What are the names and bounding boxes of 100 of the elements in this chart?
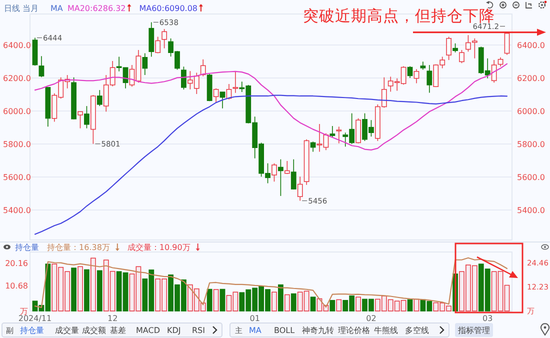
bar <box>278 284 284 312</box>
candlestick <box>232 71 238 94</box>
bar <box>290 293 296 312</box>
candlestick <box>38 56 44 78</box>
text: KDJ <box>167 326 181 335</box>
bar <box>297 292 303 312</box>
line-series <box>34 63 508 150</box>
candlestick <box>78 111 83 129</box>
candlestick <box>491 60 497 84</box>
candlestick <box>220 92 226 109</box>
bar <box>433 302 439 312</box>
candlestick <box>452 42 458 53</box>
candlestick <box>84 106 90 129</box>
x-tick-label: 2024/11 <box>18 314 52 323</box>
text: 理论价格 <box>338 326 370 335</box>
legend-title: 持仓量 <box>15 242 39 252</box>
text: MACD <box>136 326 160 335</box>
y2-tick-label: 6000.0 <box>517 106 545 116</box>
y-tick-label: 5800.0 <box>3 140 31 149</box>
bar <box>52 264 58 312</box>
y-tick-label: 6400.0 <box>3 40 31 50</box>
bar <box>58 266 64 312</box>
bar <box>304 290 310 312</box>
text: MA <box>249 326 262 335</box>
bar <box>71 268 76 312</box>
candlestick <box>290 158 296 190</box>
bar <box>206 288 212 312</box>
bar <box>381 295 387 312</box>
bar <box>272 292 277 312</box>
bar <box>330 300 336 312</box>
candlestick <box>272 162 277 182</box>
x-tick-label: 02 <box>366 314 376 323</box>
text: 持仓量 <box>20 326 44 335</box>
candlestick <box>278 158 284 196</box>
bar <box>400 300 406 312</box>
bar <box>310 296 316 312</box>
candlestick <box>96 90 102 106</box>
candlestick <box>336 126 342 144</box>
y-tick-label: 10.68 <box>5 282 28 291</box>
candlestick <box>504 32 510 56</box>
y-tick-label: 5600.0 <box>3 172 31 182</box>
bar <box>394 300 400 312</box>
text: MA60:6090.08 <box>139 4 198 13</box>
text: 基差 <box>110 326 126 335</box>
x-tick-label: 03 <box>482 314 493 323</box>
candlestick <box>459 50 464 64</box>
bar <box>194 288 200 312</box>
bar <box>110 270 116 312</box>
bar <box>284 294 290 312</box>
bar <box>103 260 109 312</box>
bar <box>136 266 142 312</box>
line-series <box>34 257 508 308</box>
bar <box>356 296 361 312</box>
legend-label: 成交量：10.90万 <box>127 242 190 252</box>
candlestick <box>414 68 420 84</box>
candlestick <box>446 36 452 60</box>
y2-tick-label: 5600.0 <box>517 172 545 182</box>
candlestick <box>330 126 336 138</box>
bar <box>129 274 135 312</box>
bar <box>162 278 168 312</box>
candlestick <box>407 66 413 78</box>
bar <box>498 270 504 312</box>
legend-title: MA <box>50 4 64 13</box>
candlestick <box>426 64 432 94</box>
bar <box>78 266 83 312</box>
text: 神奇九转 <box>302 326 334 335</box>
bar <box>336 299 342 312</box>
bar <box>407 299 413 312</box>
candlestick <box>148 22 154 58</box>
text: BOLL <box>274 326 296 335</box>
bar <box>446 306 452 312</box>
text: 指标管理 <box>457 326 490 335</box>
bar <box>388 299 394 312</box>
bar <box>226 295 232 312</box>
candlestick <box>200 58 206 77</box>
bar <box>84 269 90 312</box>
bar <box>491 271 497 312</box>
candlestick <box>297 176 303 202</box>
y2-tick-label: 5400.0 <box>517 206 545 215</box>
bar <box>472 265 478 312</box>
text: 成交量 <box>55 326 79 335</box>
bar <box>232 292 238 312</box>
candlestick <box>213 88 219 104</box>
annotation: 突破近期高点，但持仓下降 <box>303 7 495 25</box>
bar <box>200 302 206 312</box>
x-tick-label: 12 <box>107 314 118 323</box>
x-tick-label: 01 <box>250 314 260 323</box>
candlestick <box>181 66 186 90</box>
y2-tick-label: 5800.0 <box>517 140 545 149</box>
text: RSI <box>192 326 205 335</box>
bar <box>213 289 219 312</box>
y-tick-label: 万 <box>20 306 28 316</box>
bar <box>64 271 70 312</box>
y2-tick-label: 6400.0 <box>517 40 545 50</box>
bar <box>440 302 446 312</box>
y-tick-label: 5400.0 <box>3 206 31 215</box>
candlestick <box>284 160 290 174</box>
candlestick <box>155 36 161 54</box>
bar <box>187 284 193 312</box>
text: 牛熊线 <box>374 326 398 335</box>
